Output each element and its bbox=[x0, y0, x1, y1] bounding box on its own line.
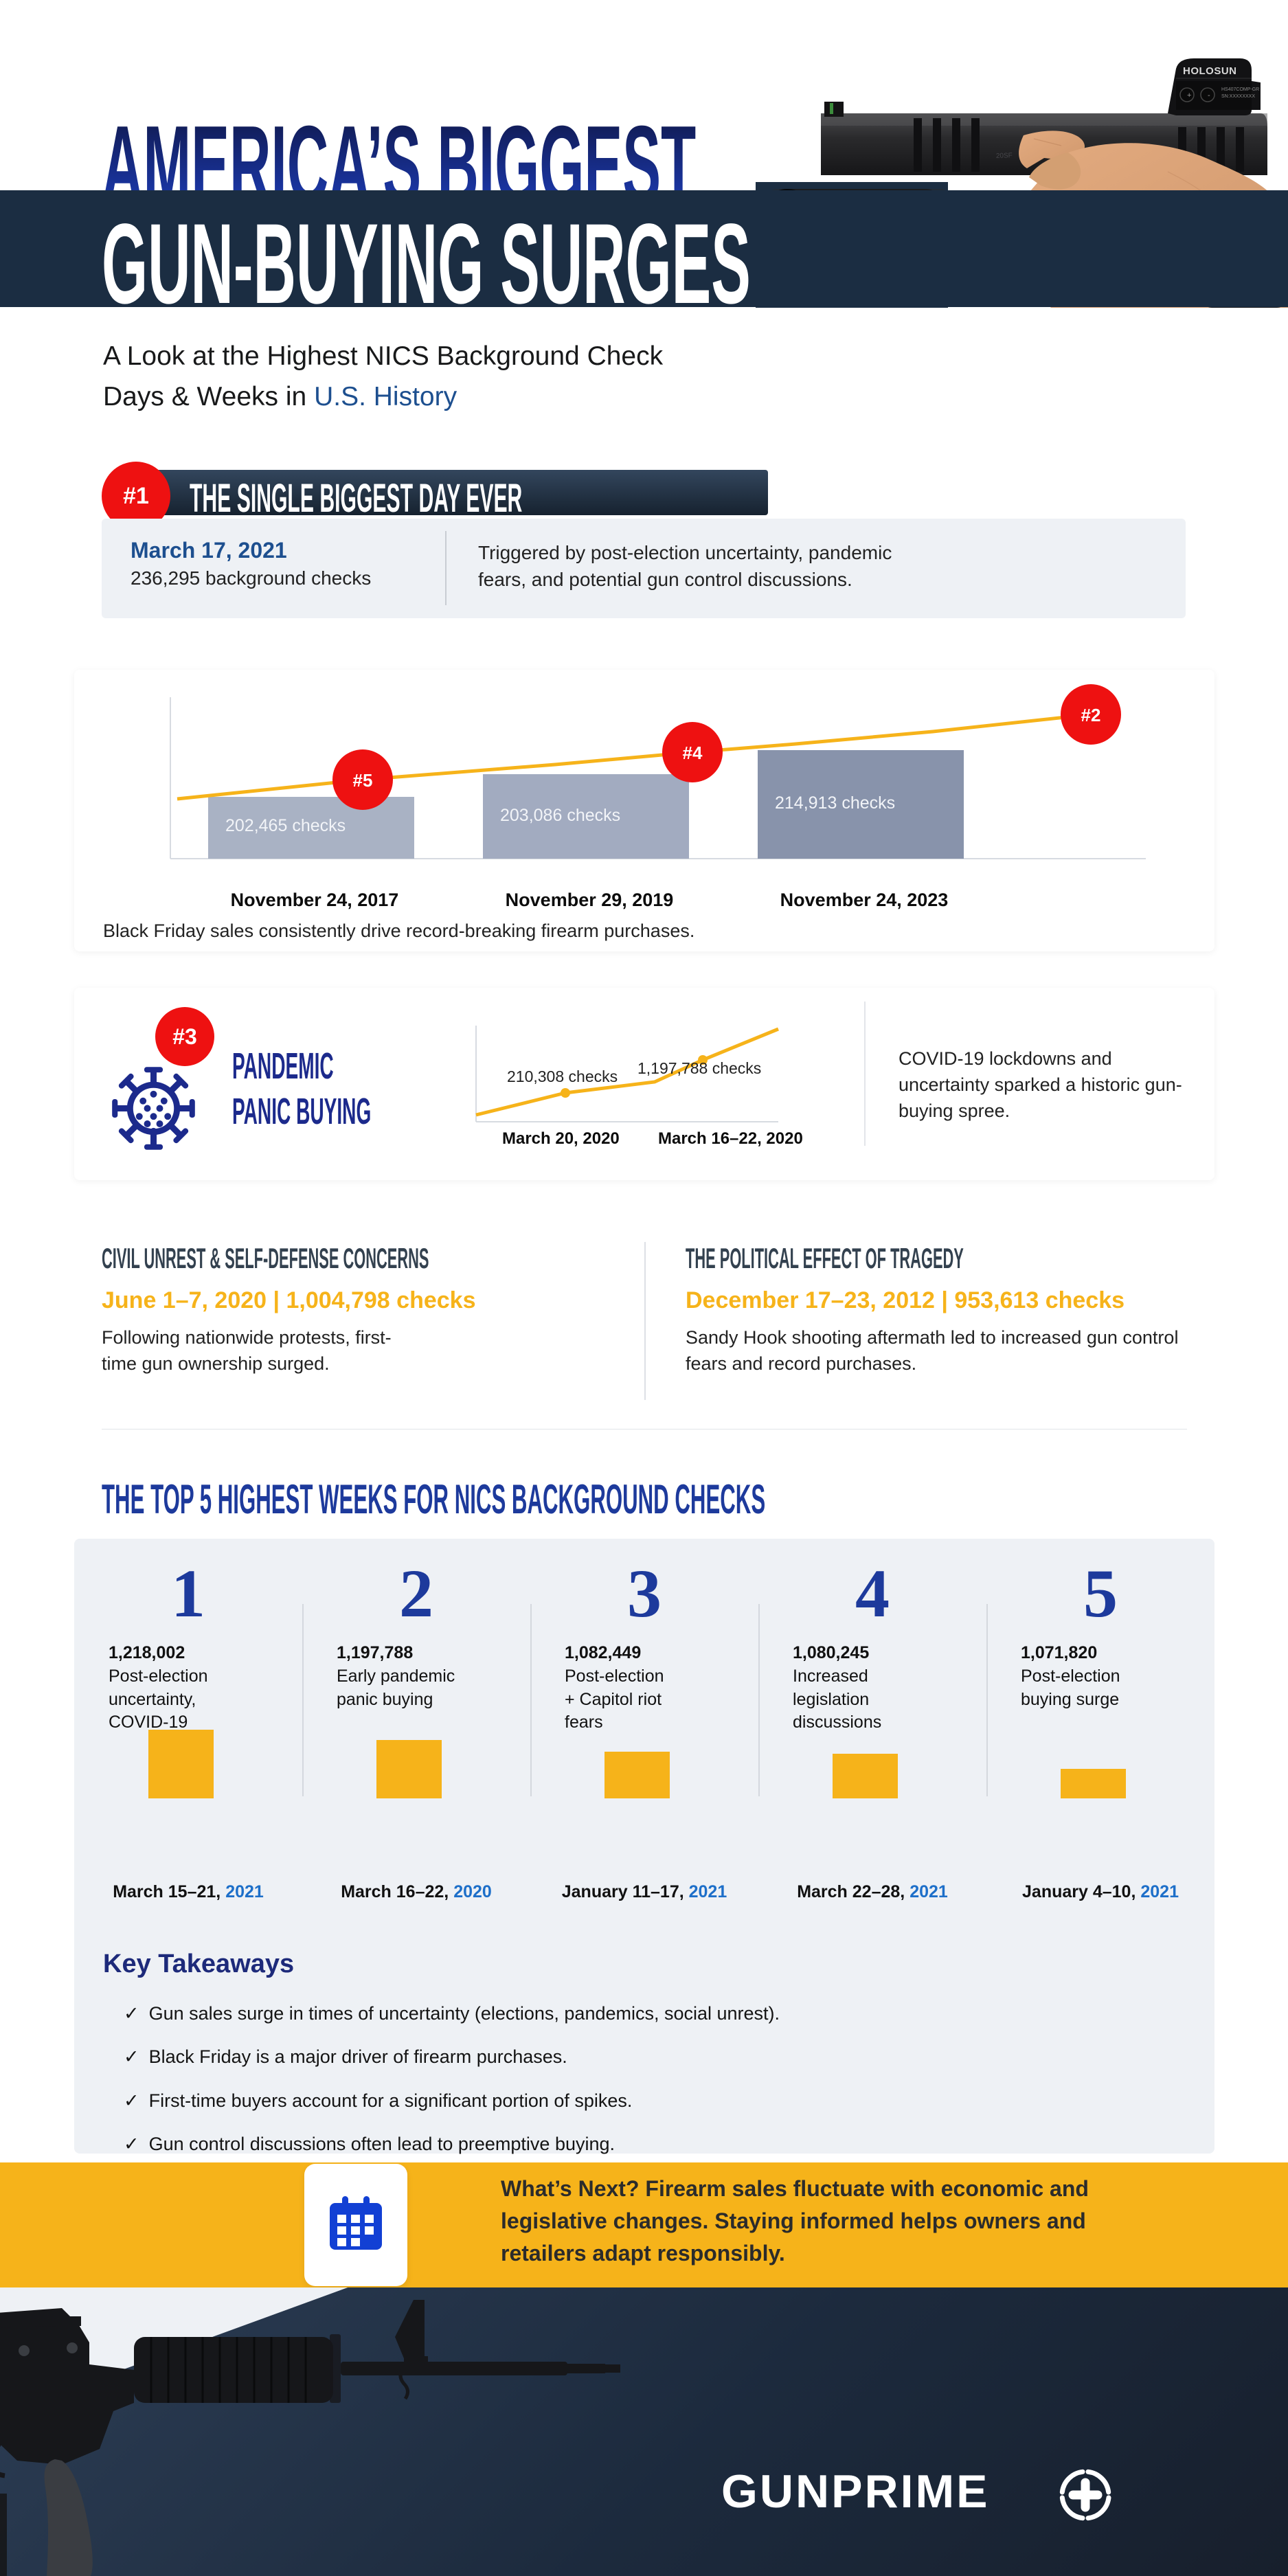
svg-text:202,465 checks: 202,465 checks bbox=[225, 816, 346, 835]
svg-text:210,308 checks: 210,308 checks bbox=[507, 1067, 618, 1085]
svg-text:-: - bbox=[1208, 91, 1210, 100]
svg-text:20SF: 20SF bbox=[996, 152, 1013, 160]
svg-text:March 16–22, 2020: March 16–22, 2020 bbox=[658, 1129, 803, 1148]
svg-text:#5: #5 bbox=[353, 770, 373, 791]
svg-text:#2: #2 bbox=[1081, 705, 1101, 725]
svg-text:214,913 checks: 214,913 checks bbox=[775, 793, 895, 813]
svg-text:1,197,788 checks: 1,197,788 checks bbox=[637, 1059, 761, 1077]
svg-text:+: + bbox=[1187, 91, 1191, 100]
svg-text:HOLOSUN: HOLOSUN bbox=[1183, 65, 1237, 77]
svg-text:203,086 checks: 203,086 checks bbox=[500, 806, 620, 825]
svg-text:HS407COMP-GR: HS407COMP-GR bbox=[1221, 87, 1259, 92]
svg-text:SN:XXXXXXXX: SN:XXXXXXXX bbox=[1221, 94, 1255, 99]
svg-text:#4: #4 bbox=[683, 743, 703, 763]
svg-text:March 20, 2020: March 20, 2020 bbox=[502, 1129, 620, 1148]
